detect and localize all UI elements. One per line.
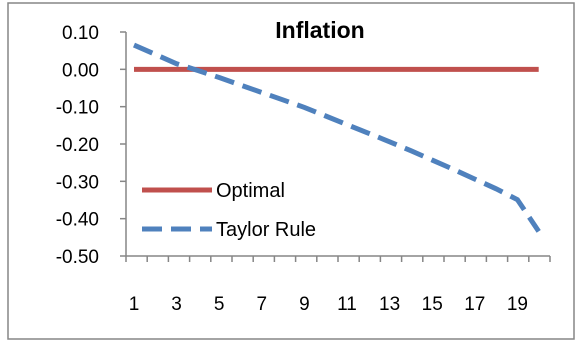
- y-tick-label: -0.20: [56, 135, 99, 156]
- y-ticks: 0.10 0.00 -0.10 -0.20 -0.30 -0.40 -0.50: [56, 23, 126, 268]
- x-tick-label: 7: [257, 294, 268, 315]
- y-tick-label: -0.30: [56, 172, 99, 193]
- y-tick-label: -0.50: [56, 247, 99, 268]
- legend: Optimal Taylor Rule: [142, 180, 316, 241]
- x-tick-label: 9: [299, 294, 310, 315]
- y-tick-label: 0.10: [62, 23, 99, 44]
- series-line-taylor-rule: [132, 42, 541, 233]
- y-tick-label: -0.10: [56, 98, 99, 119]
- chart-title: Inflation: [275, 17, 364, 43]
- series-layer: [132, 42, 541, 233]
- x-tick-label: 19: [507, 294, 528, 315]
- x-tick-label: 5: [214, 294, 225, 315]
- x-ticks: 1 3 5 7 9 11 13 15 17 19: [125, 256, 551, 315]
- legend-label-optimal: Optimal: [216, 180, 285, 202]
- chart-border: [7, 2, 575, 340]
- y-tick-label: 0.00: [62, 60, 99, 81]
- x-tick-label: 11: [337, 294, 357, 315]
- x-tick-label: 3: [171, 294, 182, 315]
- y-tick-label: -0.40: [56, 210, 99, 231]
- x-tick-label: 1: [129, 294, 140, 315]
- legend-label-taylor-rule: Taylor Rule: [216, 219, 316, 241]
- x-tick-label: 17: [464, 294, 485, 315]
- x-tick-label: 15: [422, 294, 443, 315]
- x-tick-label: 13: [379, 294, 400, 315]
